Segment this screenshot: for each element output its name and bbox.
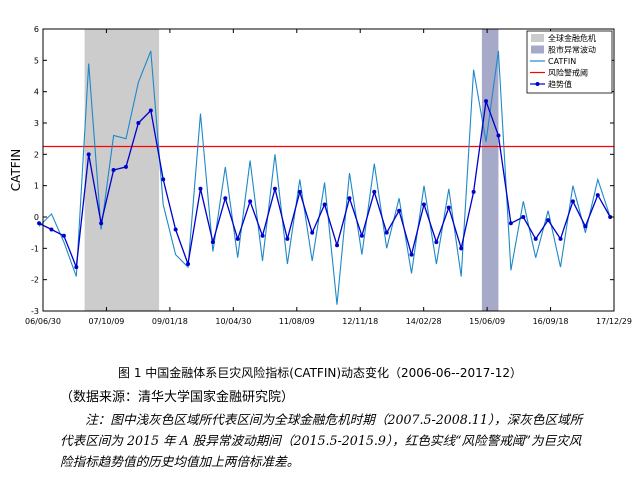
trend-point bbox=[359, 233, 364, 238]
trend-point bbox=[37, 221, 42, 226]
legend-label: 全球金融危机 bbox=[548, 33, 596, 43]
y-tick-label: 1 bbox=[34, 182, 39, 191]
trend-point bbox=[484, 99, 489, 104]
legend-label: 风险警戒阈 bbox=[548, 68, 588, 78]
trend-point bbox=[297, 189, 302, 194]
trend-point bbox=[496, 133, 501, 138]
trend-point bbox=[347, 196, 352, 201]
x-tick-label: 06/06/30 bbox=[25, 317, 61, 326]
trend-point bbox=[186, 262, 191, 266]
y-axis-label: CATFIN bbox=[9, 149, 23, 191]
catfin-chart: -3 -2 -1 0 1 2 3 4 5 6 06/06/30 07/10/09 09/01/18 10/… bbox=[9, 25, 632, 326]
trend-point bbox=[384, 230, 389, 235]
x-tick-label: 11/08/09 bbox=[279, 317, 315, 326]
legend-label: 趋势值 bbox=[548, 79, 572, 89]
trend-point bbox=[210, 240, 215, 245]
trend-point bbox=[533, 236, 538, 241]
x-tick-label: 15/06/09 bbox=[469, 317, 505, 326]
legend-label: 股市异常波动 bbox=[548, 45, 596, 55]
trend-point bbox=[198, 186, 203, 191]
trend-point bbox=[248, 199, 253, 204]
trend-point bbox=[111, 168, 116, 172]
legend-swatch bbox=[531, 34, 544, 42]
trend-point bbox=[161, 177, 166, 182]
trend-point bbox=[335, 243, 340, 248]
trend-point bbox=[570, 199, 575, 204]
trend-point bbox=[409, 252, 414, 257]
y-tick-label: -3 bbox=[31, 307, 39, 316]
trend-point bbox=[148, 108, 153, 113]
figure-caption: 图 1 中国金融体系巨灾风险指标(CATFIN)动态变化（2006-06--20… bbox=[118, 366, 522, 380]
legend-marker bbox=[535, 82, 540, 86]
series-catfin-line bbox=[38, 50, 611, 305]
x-tick-label: 09/01/18 bbox=[152, 317, 188, 326]
trend-point bbox=[61, 233, 66, 238]
trend-point bbox=[397, 208, 402, 213]
trend-point bbox=[86, 152, 91, 157]
y-tick-label: 0 bbox=[34, 213, 39, 222]
trend-point bbox=[123, 164, 128, 169]
trend-point bbox=[471, 189, 476, 194]
data-source-note: （数据来源：清华大学国家金融研究院） bbox=[60, 390, 295, 405]
shaded-region-1 bbox=[84, 29, 160, 311]
y-tick-label: 5 bbox=[34, 56, 39, 65]
trend-point bbox=[322, 202, 327, 207]
trend-point bbox=[99, 221, 104, 226]
y-tick-label: 2 bbox=[34, 150, 39, 159]
legend-swatch bbox=[531, 45, 544, 54]
trend-point bbox=[595, 193, 600, 198]
trend-point bbox=[521, 215, 526, 219]
x-tick-label: 07/10/09 bbox=[88, 317, 124, 326]
trend-point bbox=[260, 233, 265, 238]
trend-point bbox=[558, 236, 563, 241]
trend-point bbox=[434, 240, 439, 245]
trend-point bbox=[310, 230, 315, 235]
x-tick-label: 12/11/18 bbox=[342, 317, 378, 326]
y-tick-label: 3 bbox=[34, 119, 39, 128]
trend-point bbox=[446, 205, 451, 210]
trend-point bbox=[372, 189, 377, 194]
trend-point bbox=[223, 196, 228, 201]
trend-point bbox=[546, 218, 551, 223]
trend-point bbox=[421, 202, 426, 207]
y-tick-label: -2 bbox=[31, 276, 39, 285]
trend-point bbox=[272, 186, 277, 191]
trend-point bbox=[459, 246, 464, 251]
trend-point bbox=[49, 227, 54, 232]
y-tick-label: -1 bbox=[31, 244, 39, 253]
x-tick-label: 17/12/29 bbox=[596, 317, 632, 326]
trend-point bbox=[136, 121, 141, 125]
trend-point bbox=[235, 236, 240, 241]
x-tick-label: 10/04/30 bbox=[215, 317, 251, 326]
trend-point bbox=[583, 224, 588, 229]
x-tick-label: 16/09/18 bbox=[533, 317, 569, 326]
x-tick-label: 14/02/28 bbox=[406, 317, 442, 326]
trend-point bbox=[508, 221, 513, 226]
legend-label: CATFIN bbox=[548, 57, 576, 66]
y-tick-label: 4 bbox=[34, 88, 39, 97]
y-tick-label: 6 bbox=[34, 25, 39, 34]
trend-point bbox=[173, 227, 178, 232]
trend-point bbox=[74, 265, 79, 270]
plot-frame bbox=[42, 28, 615, 312]
figure-note: 注：图中浅灰色区域所代表区间为全球金融危机时期（2007.5-2008.11），… bbox=[60, 412, 583, 469]
trend-point bbox=[285, 236, 290, 241]
